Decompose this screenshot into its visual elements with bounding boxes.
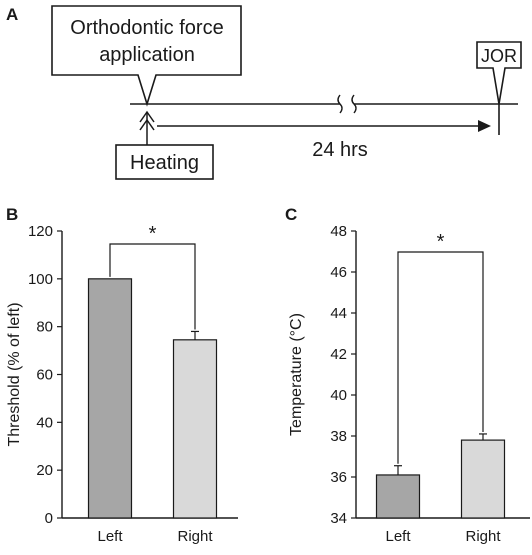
y-tick-label: 20 [36, 462, 53, 479]
timeline-break-mark [337, 94, 357, 114]
significance-bracket [109, 243, 196, 330]
y-tick-label: 80 [36, 319, 53, 336]
duration-arrow-head-icon [478, 120, 491, 132]
bar-left [375, 474, 421, 519]
heating-label: Heating [130, 152, 199, 174]
y-tick-label: 40 [36, 414, 53, 431]
y-axis-title: Threshold (% of left) [6, 302, 23, 446]
chart-temperature: 34 36 38 40 42 44 46 48 Temperature (°C) Left Righ… [288, 223, 530, 545]
y-tick-label: 38 [330, 428, 347, 445]
y-tick-label: 46 [330, 264, 347, 281]
x-category-label: Right [465, 528, 501, 545]
y-axis-title: Temperature (°C) [288, 313, 305, 436]
y-tick-label: 60 [36, 367, 53, 384]
bar-right [460, 439, 506, 519]
significance-bracket [397, 251, 484, 464]
significance-star: * [149, 223, 157, 245]
y-tick-label: 120 [28, 223, 53, 240]
panel-letter-a: A [6, 5, 18, 24]
chart-threshold: 0 20 40 60 80 100 120 Threshold (% of left) Left… [6, 223, 238, 545]
y-tick-label: 40 [330, 387, 347, 404]
duration-label: 24 hrs [312, 139, 368, 161]
bar-right [172, 339, 218, 519]
x-category-label: Left [97, 528, 123, 545]
heating-box [115, 144, 214, 180]
force-callout-line-2: application [99, 44, 195, 66]
y-tick-label: 48 [330, 223, 347, 240]
y-tick-label: 0 [45, 510, 53, 527]
y-tick-label: 100 [28, 271, 53, 288]
panel-letter-c: C [285, 205, 297, 224]
y-tick-label: 36 [330, 469, 347, 486]
x-category-label: Left [385, 528, 411, 545]
jor-label: JOR [481, 46, 517, 66]
jor-callout-box [476, 41, 522, 105]
panel-a: A Orthodontic force application JOR Heat… [6, 5, 522, 180]
x-category-label: Right [177, 528, 213, 545]
force-callout-line-1: Orthodontic force [70, 17, 223, 39]
y-tick-label: 34 [330, 510, 347, 527]
bar-left [87, 278, 133, 519]
y-tick-label: 42 [330, 346, 347, 363]
significance-star: * [437, 231, 445, 253]
force-callout-box [51, 5, 242, 107]
panel-letter-b: B [6, 205, 18, 224]
y-tick-label: 44 [330, 305, 347, 322]
